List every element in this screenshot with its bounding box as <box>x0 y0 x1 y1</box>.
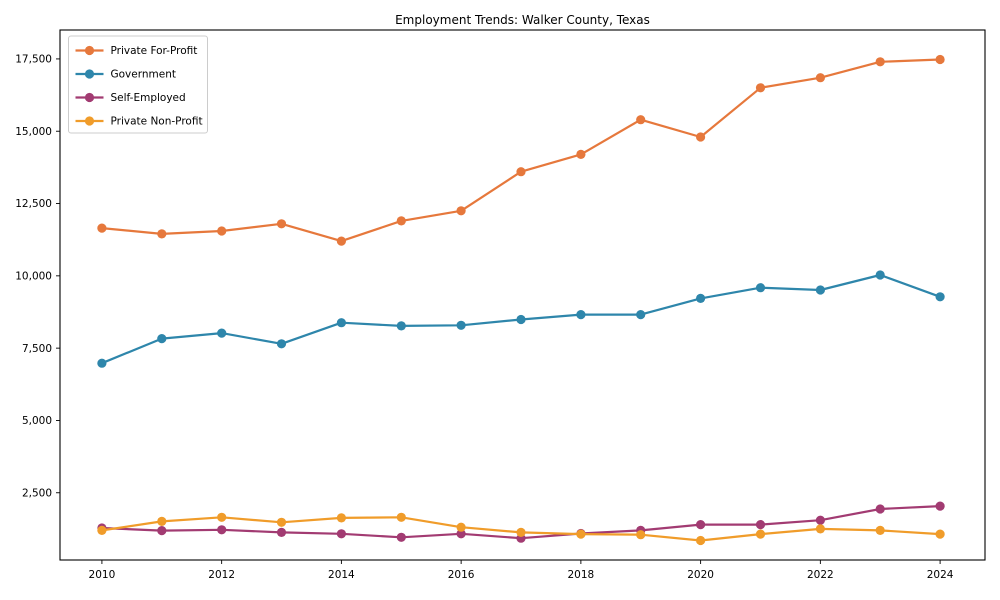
data-point-government-2017 <box>516 314 526 325</box>
data-point-government-2021 <box>755 283 766 293</box>
series-line <box>100 58 942 243</box>
y-tick-label: 15,000 <box>15 126 52 138</box>
data-point-self-employed-2024 <box>935 501 945 511</box>
data-point-private-for-profit-2021 <box>755 83 766 93</box>
legend-marker <box>84 45 95 56</box>
y-tick-label: 2,500 <box>22 487 52 499</box>
data-point-private-for-profit-2011 <box>157 229 167 239</box>
legend: Private For-Profit Government Self-Employe… <box>68 35 208 134</box>
data-point-private-for-profit-2019 <box>636 115 646 125</box>
data-point-private-non-profit-2021 <box>755 529 766 539</box>
legend-marker <box>84 69 95 79</box>
data-point-private-for-profit-2018 <box>576 149 586 159</box>
series-government <box>97 270 945 368</box>
data-point-private-non-profit-2015 <box>396 512 406 522</box>
data-point-private-non-profit-2013 <box>276 517 287 527</box>
x-tick-label: 2020 <box>687 569 714 581</box>
data-point-private-non-profit-2016 <box>456 522 466 532</box>
data-point-government-2011 <box>157 334 167 344</box>
data-point-private-non-profit-2022 <box>815 524 826 534</box>
data-point-self-employed-2016 <box>456 529 466 539</box>
legend-label: Self-Employed <box>111 92 186 104</box>
series-private-for-profit <box>97 54 945 246</box>
data-point-private-for-profit-2017 <box>516 167 526 177</box>
legend-box <box>68 35 208 134</box>
series-private-non-profit <box>97 512 945 546</box>
data-point-self-employed-2013 <box>276 527 287 538</box>
data-point-private-for-profit-2010 <box>97 223 107 233</box>
data-point-private-for-profit-2015 <box>396 216 406 226</box>
data-point-self-employed-2011 <box>157 526 167 536</box>
x-tick-label: 2014 <box>328 569 355 581</box>
data-point-government-2012 <box>217 328 227 338</box>
data-point-government-2014 <box>336 318 346 328</box>
data-point-private-for-profit-2012 <box>217 226 227 236</box>
data-point-private-non-profit-2019 <box>636 530 646 540</box>
x-tick-label: 2016 <box>448 569 475 581</box>
x-axis: 2010 2012 2014 2016 2018 2020 2022 2024 <box>89 560 954 581</box>
y-axis: 2,500 5,000 7,500 10,000 12,500 15,000 17,500 <box>15 54 60 499</box>
legend-label: Private For-Profit <box>111 45 198 57</box>
data-point-government-2023 <box>875 270 885 280</box>
x-tick-label: 2012 <box>208 569 235 581</box>
data-point-self-employed-2020 <box>696 520 706 530</box>
data-point-government-2015 <box>396 321 406 331</box>
x-tick-label: 2018 <box>568 569 595 581</box>
data-point-private-non-profit-2023 <box>875 525 885 536</box>
data-point-private-non-profit-2018 <box>576 529 586 539</box>
data-point-private-for-profit-2014 <box>336 236 346 246</box>
legend-entry-government: Government <box>75 69 176 81</box>
data-point-private-for-profit-2022 <box>815 73 826 83</box>
legend-entry-private-for-profit: Private For-Profit <box>75 45 198 57</box>
data-point-private-non-profit-2010 <box>97 525 107 536</box>
data-point-government-2016 <box>456 320 466 330</box>
data-point-self-employed-2012 <box>217 525 227 535</box>
data-point-self-employed-2022 <box>815 515 826 525</box>
y-tick-label: 12,500 <box>15 198 52 210</box>
legend-label: Government <box>111 69 176 81</box>
data-point-government-2013 <box>276 339 287 349</box>
x-tick-label: 2022 <box>807 569 834 581</box>
data-point-private-for-profit-2023 <box>875 57 885 67</box>
data-point-private-non-profit-2024 <box>935 529 945 539</box>
y-tick-label: 10,000 <box>15 271 52 283</box>
data-point-self-employed-2015 <box>396 532 406 542</box>
y-tick-label: 5,000 <box>22 415 52 427</box>
data-point-government-2019 <box>636 310 646 320</box>
legend-entry-self-employed: Self-Employed <box>75 92 186 104</box>
data-point-private-for-profit-2024 <box>935 54 945 65</box>
legend-entry-private-non-profit: Private Non-Profit <box>75 116 203 128</box>
data-point-government-2024 <box>935 292 945 302</box>
data-point-private-non-profit-2011 <box>157 516 167 527</box>
data-point-government-2010 <box>97 358 107 368</box>
x-tick-label: 2010 <box>89 569 116 581</box>
data-point-private-for-profit-2020 <box>696 132 706 142</box>
y-tick-label: 17,500 <box>15 54 52 66</box>
legend-marker <box>84 116 95 126</box>
legend-label: Private Non-Profit <box>111 116 203 128</box>
data-point-private-non-profit-2014 <box>336 513 346 523</box>
data-point-self-employed-2023 <box>875 504 885 514</box>
legend-marker <box>84 92 95 103</box>
data-point-private-non-profit-2020 <box>696 535 706 546</box>
y-tick-label: 7,500 <box>22 343 52 355</box>
plot-border <box>59 29 986 561</box>
x-tick-label: 2024 <box>927 569 954 581</box>
data-point-government-2018 <box>576 310 586 320</box>
data-point-self-employed-2021 <box>755 520 766 530</box>
data-point-self-employed-2014 <box>336 529 346 539</box>
data-point-private-non-profit-2012 <box>217 512 227 522</box>
data-point-government-2020 <box>696 293 706 303</box>
data-point-private-for-profit-2016 <box>456 206 466 216</box>
chart-title: Employment Trends: Walker County, Texas <box>395 13 650 27</box>
data-point-private-for-profit-2013 <box>276 219 287 229</box>
data-point-government-2022 <box>815 285 826 295</box>
data-point-private-non-profit-2017 <box>516 527 526 538</box>
